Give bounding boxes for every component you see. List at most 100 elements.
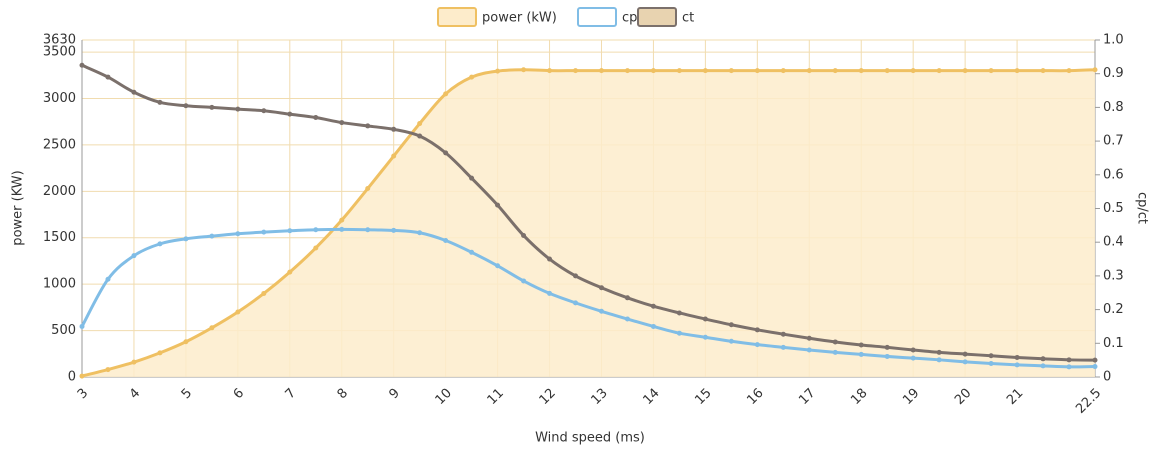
point — [235, 231, 241, 237]
point — [79, 62, 85, 68]
point — [598, 68, 604, 74]
point — [391, 153, 397, 159]
point — [131, 359, 137, 365]
point — [650, 68, 656, 74]
point — [365, 227, 371, 233]
point — [391, 126, 397, 132]
point — [183, 339, 189, 345]
point — [884, 344, 890, 350]
point — [261, 290, 267, 296]
y2-tick-label: 0.6 — [1103, 167, 1124, 182]
y-tick-label: 1500 — [43, 230, 76, 245]
point — [443, 238, 449, 244]
y-tick-label: 2000 — [43, 184, 76, 199]
point — [521, 278, 527, 284]
point — [469, 175, 475, 181]
point — [598, 285, 604, 291]
point — [131, 89, 137, 95]
point — [1014, 362, 1020, 368]
point — [910, 347, 916, 353]
point — [780, 331, 786, 337]
point — [1066, 357, 1072, 363]
point — [988, 353, 994, 359]
point — [858, 351, 864, 357]
point — [287, 228, 293, 234]
point — [676, 310, 682, 316]
point — [495, 263, 501, 269]
point — [183, 103, 189, 109]
x-tick-label: 8 — [335, 386, 351, 402]
point — [884, 68, 890, 74]
point — [339, 226, 345, 232]
x-tick-label: 3 — [75, 386, 91, 402]
x-tick-label: 14 — [640, 386, 662, 408]
legend-label: cp — [622, 11, 637, 26]
y2-tick-label: 0.7 — [1103, 134, 1124, 149]
point — [806, 335, 812, 341]
point — [573, 273, 579, 279]
x-tick-label: 11 — [485, 386, 507, 408]
y2-tick-label: 1.0 — [1103, 33, 1124, 48]
y-tick-label: 500 — [51, 323, 76, 338]
point — [365, 186, 371, 192]
point — [79, 373, 85, 379]
point — [209, 104, 215, 110]
point — [573, 300, 579, 306]
point — [443, 150, 449, 156]
y-tick-label: 3000 — [43, 91, 76, 106]
point — [676, 68, 682, 74]
point — [547, 290, 553, 296]
point — [469, 74, 475, 80]
y-tick-label: 2500 — [43, 137, 76, 152]
point — [1014, 354, 1020, 360]
point — [754, 327, 760, 333]
y-tick-label: 1000 — [43, 277, 76, 292]
x-tick-label: 15 — [692, 386, 714, 408]
legend-label: power (kW) — [482, 11, 557, 26]
point — [79, 323, 85, 329]
x-tick-label: 22.5 — [1073, 386, 1104, 417]
point — [157, 241, 163, 247]
point — [1092, 67, 1098, 73]
point — [728, 68, 734, 74]
x-tick-label: 10 — [433, 386, 455, 408]
x-tick-label: 16 — [744, 386, 766, 408]
point — [339, 120, 345, 126]
x-tick-label: 5 — [179, 386, 195, 402]
point — [728, 322, 734, 328]
point — [105, 74, 111, 80]
legend-swatch — [577, 7, 617, 27]
point — [858, 68, 864, 74]
line — [81, 68, 1096, 378]
x-tick-label: 4 — [127, 386, 143, 402]
point — [780, 68, 786, 74]
point — [313, 227, 319, 233]
point — [1092, 364, 1098, 370]
point — [1040, 356, 1046, 362]
point — [754, 68, 760, 74]
point — [417, 230, 423, 236]
point — [988, 68, 994, 74]
point — [832, 68, 838, 74]
x-tick-label: 20 — [952, 386, 974, 408]
y2-tick-label: 0.9 — [1103, 66, 1124, 81]
x-tick-label: 21 — [1004, 386, 1026, 408]
point — [105, 367, 111, 373]
y-axis-label: power (KW) — [11, 170, 26, 245]
point — [624, 316, 630, 322]
point — [235, 309, 241, 315]
x-tick-label: 17 — [796, 386, 818, 408]
y-tick-label: 3500 — [43, 45, 76, 60]
y-tick-label: 3630 — [43, 33, 76, 48]
point — [910, 68, 916, 74]
point — [910, 355, 916, 361]
point — [131, 253, 137, 259]
point — [1066, 68, 1072, 74]
point — [650, 303, 656, 309]
point — [702, 334, 708, 340]
legend-swatch — [637, 7, 677, 27]
point — [624, 68, 630, 74]
point — [806, 347, 812, 353]
point — [962, 68, 968, 74]
point — [598, 308, 604, 314]
